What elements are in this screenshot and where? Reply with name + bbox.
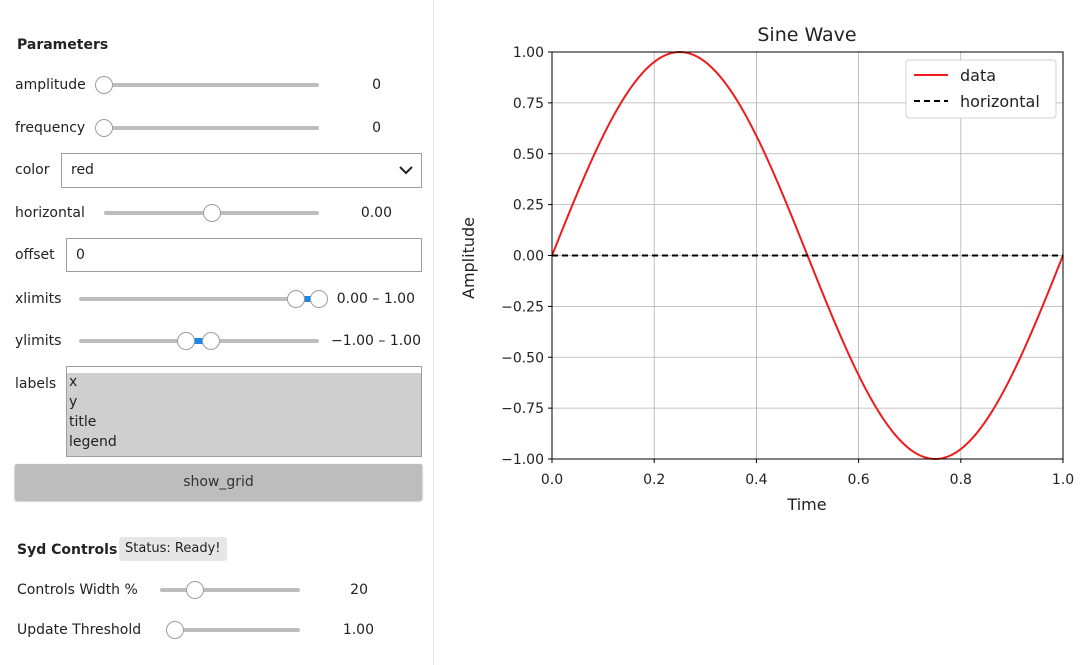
offset-input-value: 0	[76, 247, 85, 263]
syd-controls-header: Syd Controls	[17, 542, 118, 558]
legend: data horizontal	[905, 59, 1057, 119]
xlimits-slider-range	[296, 296, 319, 302]
controls-panel: Parameters amplitude 0 frequency 0 color…	[0, 0, 434, 665]
status-badge: Status: Ready!	[119, 537, 227, 561]
horizontal-label: horizontal	[15, 205, 85, 221]
xlimits-value: 0.00 – 1.00	[336, 291, 415, 307]
labels-multiselect[interactable]: x y title legend	[66, 366, 422, 457]
x-tick-label: 0.8	[950, 472, 972, 488]
horizontal-value: 0.00	[360, 205, 392, 221]
xlimits-high-handle[interactable]	[310, 290, 328, 308]
sine-wave-chart: 0.0 0.2 0.4 0.6 0.8 1.0 −1.00 −0.75 −0.50 −0.25 0.…	[459, 24, 1074, 514]
ylimits-slider-range	[186, 338, 211, 344]
controls-width-slider-handle[interactable]	[186, 581, 204, 599]
frequency-slider-handle[interactable]	[95, 119, 113, 137]
labels-option-x[interactable]: x	[69, 374, 78, 390]
x-tick-label: 0.6	[847, 472, 869, 488]
plot-area: 0.0 0.2 0.4 0.6 0.8 1.0 −1.00 −0.75 −0.50 −0.25 0.…	[450, 0, 1090, 540]
frequency-label: frequency	[15, 120, 86, 136]
horizontal-slider-handle[interactable]	[203, 204, 221, 222]
ylimits-low-handle[interactable]	[177, 332, 195, 350]
labels-label: labels	[15, 376, 57, 392]
x-axis-label: Time	[786, 495, 826, 514]
x-tick-label: 0.0	[541, 472, 563, 488]
y-tick-label: −0.75	[501, 401, 544, 417]
amplitude-value: 0	[372, 77, 381, 93]
frequency-value: 0	[372, 120, 381, 136]
controls-width-label: Controls Width %	[17, 582, 138, 598]
xlimits-slider-track[interactable]	[79, 297, 319, 301]
amplitude-slider-track[interactable]	[104, 83, 319, 87]
labels-option-title[interactable]: title	[69, 414, 97, 430]
update-threshold-value: 1.00	[342, 622, 374, 638]
frequency-slider-track[interactable]	[104, 126, 319, 130]
xlimits-low-handle[interactable]	[287, 290, 305, 308]
chart-title: Sine Wave	[757, 24, 856, 46]
color-label: color	[15, 162, 50, 178]
y-tick-label: 1.00	[513, 45, 544, 61]
ylimits-value: −1.00 – 1.00	[331, 333, 421, 349]
y-tick-label: 0.00	[513, 249, 544, 265]
show-grid-button[interactable]: show_grid	[15, 464, 422, 500]
amplitude-label: amplitude	[15, 77, 86, 93]
update-threshold-slider-track[interactable]	[166, 628, 300, 632]
y-tick-label: −1.00	[501, 452, 544, 468]
y-tick-label: −0.50	[501, 350, 544, 366]
y-axis-label: Amplitude	[459, 217, 478, 299]
amplitude-slider-handle[interactable]	[95, 76, 113, 94]
color-select-value: red	[71, 162, 94, 178]
legend-entry-horizontal: horizontal	[960, 92, 1040, 111]
x-tick-label: 0.4	[745, 472, 767, 488]
x-tick-label: 1.0	[1052, 472, 1074, 488]
offset-label: offset	[15, 247, 55, 263]
update-threshold-slider-handle[interactable]	[166, 621, 184, 639]
ylimits-label: ylimits	[15, 333, 62, 349]
xlimits-label: xlimits	[15, 291, 62, 307]
ylimits-high-handle[interactable]	[202, 332, 220, 350]
labels-option-y[interactable]: y	[69, 394, 78, 410]
controls-width-slider-track[interactable]	[160, 588, 300, 592]
x-tick-label: 0.2	[643, 472, 665, 488]
update-threshold-label: Update Threshold	[17, 622, 142, 638]
y-tick-label: 0.75	[513, 96, 544, 112]
controls-width-value: 20	[350, 582, 368, 598]
offset-input[interactable]: 0	[66, 238, 422, 272]
labels-option-legend[interactable]: legend	[69, 434, 117, 450]
y-tick-label: −0.25	[501, 299, 544, 315]
y-tick-label: 0.50	[513, 147, 544, 163]
y-tick-label: 0.25	[513, 198, 544, 214]
legend-entry-data: data	[960, 66, 996, 85]
chevron-down-icon	[399, 166, 413, 175]
labels-selected-background	[67, 373, 421, 456]
color-select[interactable]: red	[61, 153, 422, 188]
parameters-header: Parameters	[17, 37, 109, 53]
